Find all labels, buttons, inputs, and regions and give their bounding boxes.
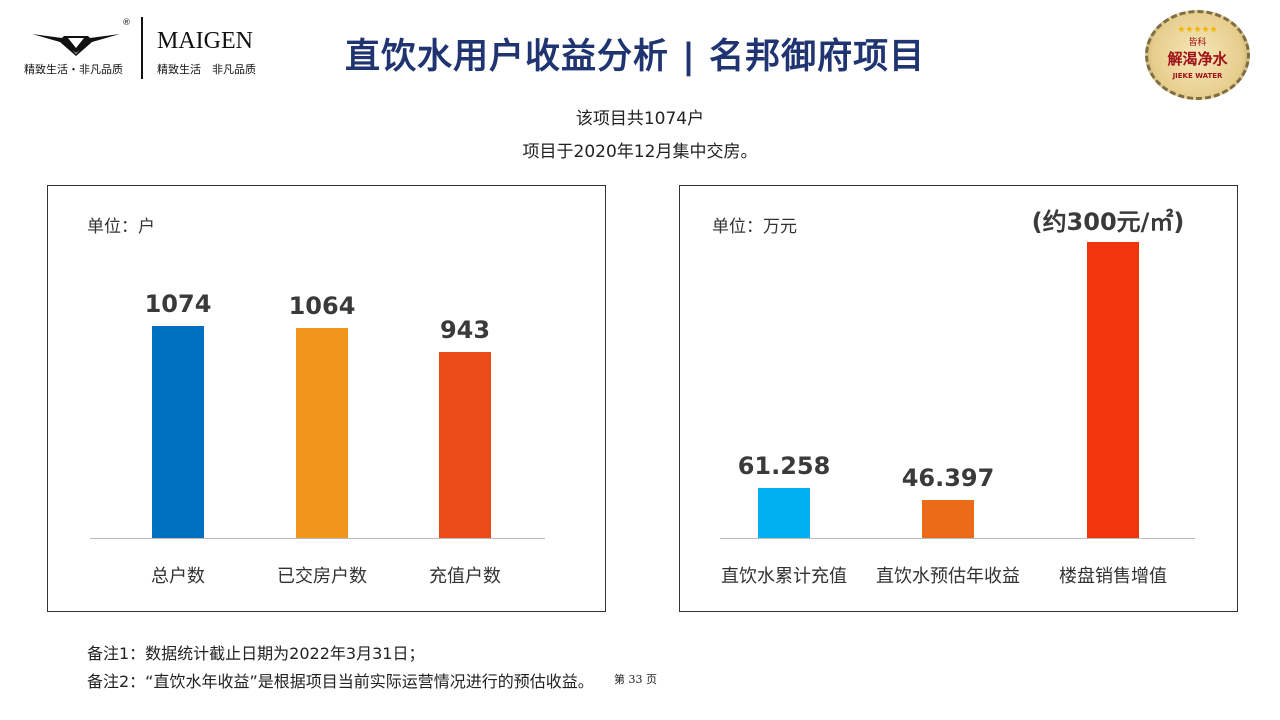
page-title: 直饮水用户收益分析 | 名邦御府项目 — [345, 37, 926, 77]
data-label: 61.258 — [737, 452, 831, 480]
page-number: 第 33 页 — [614, 673, 657, 686]
bar-1-1 — [922, 500, 974, 538]
stars-icon: ★★★★★ — [1177, 25, 1218, 35]
badge-en: JIEKE WATER — [1172, 72, 1223, 80]
tagline-right: 精致生活 非凡品质 — [157, 63, 256, 76]
brand-name: MAIGEN — [157, 28, 253, 54]
baseline-revenue — [720, 538, 1195, 539]
data-label: 46.397 — [901, 464, 995, 493]
bar-1-0 — [758, 488, 810, 538]
data-label: 1064 — [288, 291, 356, 320]
badge-main: 解渴净水 — [1167, 50, 1228, 68]
data-label: (约300元/㎡) — [1031, 208, 1185, 236]
bar-0-1 — [296, 327, 348, 538]
bar-0-0 — [152, 326, 204, 538]
maigen-logo — [30, 18, 265, 80]
baseline-households — [90, 538, 545, 539]
category-label: 直饮水累计充值 — [721, 566, 847, 587]
bar-1-2 — [1087, 242, 1139, 538]
subtitle-delivery: 项目于2020年12月集中交房。 — [522, 142, 758, 162]
category-label: 充值户数 — [429, 566, 501, 587]
unit-label-households: 单位：户 — [87, 217, 155, 237]
badge-top: 皆科 — [1188, 38, 1207, 48]
jieke-water-badge: ★★★★★ 皆科 解渴净水 JIEKE WATER — [1145, 10, 1250, 100]
tagline-left: 精致生活・非凡品质 — [24, 63, 123, 76]
category-label: 楼盘销售增值 — [1059, 566, 1167, 587]
logo-divider — [141, 17, 143, 79]
note-1: 备注1：数据统计截止日期为2022年3月31日； — [87, 644, 425, 663]
category-label: 已交房户数 — [277, 566, 367, 587]
subtitle-households: 该项目共1074户 — [575, 109, 705, 129]
data-label: 943 — [439, 315, 491, 344]
diamond-logo-icon — [32, 34, 120, 56]
category-label: 总户数 — [151, 566, 205, 587]
unit-label-revenue: 单位：万元 — [712, 217, 797, 237]
data-label: 1074 — [144, 290, 212, 318]
bar-0-2 — [439, 351, 491, 538]
registered-mark: ® — [122, 18, 131, 28]
revenue-chart-panel — [679, 185, 1238, 612]
category-label: 直饮水预估年收益 — [876, 566, 1020, 587]
note-2: 备注2：“直饮水年收益”是根据项目当前实际运营情况进行的预估收益。 — [87, 672, 594, 691]
